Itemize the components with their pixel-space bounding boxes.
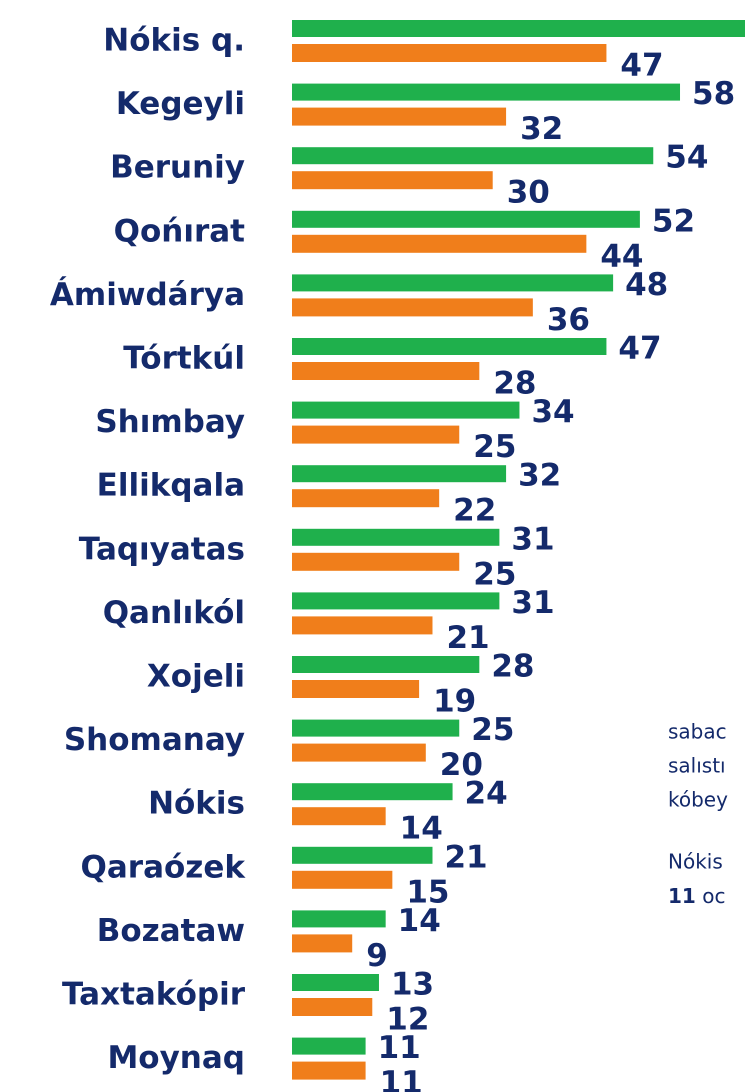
value-label: 58 bbox=[692, 76, 735, 112]
value-label: 13 bbox=[391, 967, 434, 1003]
side-text: salıstı bbox=[668, 754, 726, 778]
bar bbox=[292, 489, 440, 508]
bar bbox=[292, 298, 533, 317]
bar bbox=[292, 743, 426, 762]
value-label: 14 bbox=[400, 811, 443, 847]
bar bbox=[292, 107, 507, 126]
value-label: 21 bbox=[446, 620, 489, 656]
bar bbox=[292, 401, 520, 419]
bar bbox=[292, 83, 681, 101]
value-label: 20 bbox=[440, 747, 483, 783]
category-label: Moynaq bbox=[107, 1040, 245, 1076]
value-label: 48 bbox=[625, 267, 668, 303]
category-label: Bozataw bbox=[97, 913, 245, 949]
value-label: 15 bbox=[406, 874, 449, 910]
category-label: Taqıyatas bbox=[79, 531, 245, 567]
value-label: 36 bbox=[547, 302, 590, 338]
value-label: 11 bbox=[380, 1065, 423, 1092]
bar bbox=[292, 616, 433, 635]
side-text: sabac bbox=[668, 720, 727, 744]
bar bbox=[292, 171, 493, 190]
bar bbox=[292, 147, 654, 165]
bar bbox=[292, 338, 607, 355]
value-label: 47 bbox=[618, 331, 661, 367]
bar bbox=[292, 592, 500, 610]
category-label: Ámiwdárya bbox=[50, 277, 245, 313]
category-label: Shomanay bbox=[64, 722, 245, 758]
category-label: Shımbay bbox=[95, 404, 245, 440]
bar bbox=[292, 20, 745, 37]
bar bbox=[292, 934, 353, 953]
category-label: Nókis bbox=[148, 786, 245, 822]
side-text-rest: oc bbox=[696, 884, 726, 908]
bar bbox=[292, 656, 480, 673]
bar bbox=[292, 807, 386, 826]
value-label: 44 bbox=[600, 238, 643, 274]
value-label: 25 bbox=[471, 712, 514, 748]
value-label: 21 bbox=[444, 839, 487, 875]
bar bbox=[292, 210, 640, 228]
value-label: 52 bbox=[652, 203, 695, 239]
bar bbox=[292, 425, 460, 444]
bar bbox=[292, 234, 587, 253]
value-label: 19 bbox=[433, 684, 476, 720]
category-label: Qaraózek bbox=[81, 849, 247, 885]
bar bbox=[292, 870, 393, 889]
bar bbox=[292, 1061, 366, 1080]
bar bbox=[292, 1037, 366, 1055]
category-label: Tórtkúl bbox=[123, 341, 245, 377]
bar bbox=[292, 552, 460, 571]
bar bbox=[292, 465, 507, 483]
category-label: Nókis q. bbox=[103, 23, 245, 59]
value-label: 28 bbox=[491, 649, 534, 685]
category-label: Beruniy bbox=[110, 150, 245, 186]
value-label: 32 bbox=[520, 111, 563, 147]
bar bbox=[292, 998, 373, 1016]
value-label: 22 bbox=[453, 493, 496, 529]
value-label: 28 bbox=[493, 366, 536, 402]
value-label: 31 bbox=[511, 585, 554, 621]
side-text: 11 oc bbox=[668, 884, 725, 908]
category-label: Qońırat bbox=[114, 213, 246, 249]
value-label: 31 bbox=[511, 521, 554, 557]
value-label: 34 bbox=[531, 394, 574, 430]
value-label: 47 bbox=[620, 48, 663, 84]
side-text: Nókis bbox=[668, 850, 723, 874]
bar bbox=[292, 528, 500, 546]
value-label: 25 bbox=[473, 429, 516, 465]
value-label: 24 bbox=[465, 776, 508, 812]
bar bbox=[292, 974, 379, 991]
bar bbox=[292, 719, 460, 737]
category-label: Qanlıkól bbox=[103, 595, 245, 631]
bar bbox=[292, 362, 480, 380]
category-label: Ellikqala bbox=[97, 468, 245, 504]
bar bbox=[292, 910, 386, 928]
value-label: 12 bbox=[386, 1002, 429, 1038]
bar bbox=[292, 846, 433, 864]
value-label: 11 bbox=[378, 1030, 421, 1066]
value-label: 30 bbox=[507, 175, 550, 211]
category-label: Xojeli bbox=[147, 659, 245, 695]
bar bbox=[292, 44, 607, 62]
value-label: 25 bbox=[473, 556, 516, 592]
category-label: Kegeyli bbox=[116, 86, 245, 122]
bar bbox=[292, 274, 614, 292]
category-label: Taxtakópir bbox=[62, 977, 246, 1013]
value-label: 14 bbox=[398, 903, 441, 939]
bar bbox=[292, 783, 453, 801]
bar bbox=[292, 680, 420, 698]
value-label: 9 bbox=[366, 938, 388, 974]
value-label: 54 bbox=[665, 140, 708, 176]
side-text: kóbey bbox=[668, 788, 728, 812]
side-text-bold: 11 bbox=[668, 884, 696, 908]
value-label: 32 bbox=[518, 458, 561, 494]
